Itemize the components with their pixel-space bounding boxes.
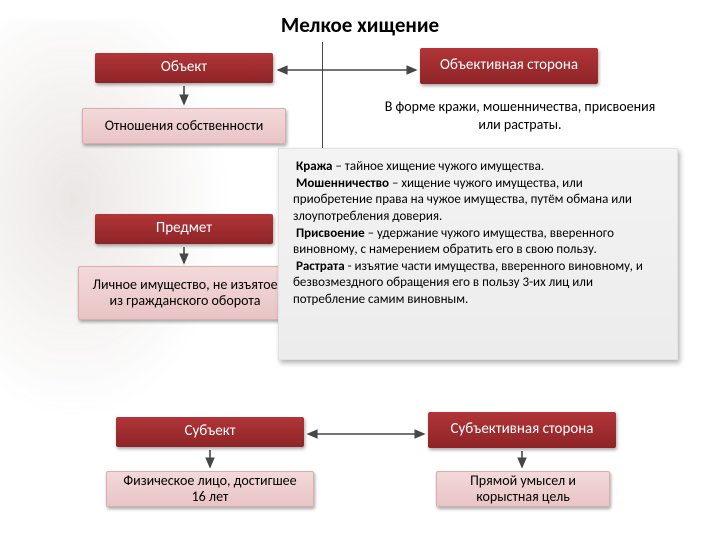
def-krazha-body: – тайное хищение чужого имущества. bbox=[332, 159, 544, 174]
box-objective-side: Объективная сторона bbox=[420, 48, 598, 84]
definitions-panel: Кража – тайное хищение чужого имущества.… bbox=[278, 148, 678, 360]
page-title: Мелкое хищение bbox=[0, 12, 720, 38]
def-rastr: Растрата - изъятие части имущества, ввер… bbox=[293, 259, 663, 309]
def-prisv: Присвоение – удержание чужого имущества,… bbox=[293, 226, 663, 259]
def-rastr-term: Растрата bbox=[296, 259, 345, 274]
box-subjective-side-label: Субъективная сторона bbox=[451, 421, 594, 438]
forms-text: В форме кражи, мошенничества, присвоения… bbox=[378, 98, 662, 138]
def-mosh-term: Мошенничество bbox=[296, 176, 389, 191]
box-object: Объект bbox=[95, 53, 273, 83]
box-subject-label: Субъект bbox=[184, 423, 235, 440]
def-rastr-body: - изъятие части имущества, вверенного ви… bbox=[293, 259, 643, 307]
box-object-label: Объект bbox=[161, 59, 207, 76]
box-subject-matter-desc-label: Личное имущество, не изъятое из гражданс… bbox=[87, 277, 283, 309]
box-subject-desc-label: Физическое лицо, достигшее 16 лет bbox=[115, 473, 305, 505]
def-prisv-term: Присвоение bbox=[296, 226, 365, 241]
def-krazha: Кража – тайное хищение чужого имущества. bbox=[293, 159, 663, 176]
box-subjective-side-desc-label: Прямой умысел и корыстная цель bbox=[445, 473, 601, 505]
box-subject-matter-desc: Личное имущество, не изъятое из гражданс… bbox=[78, 266, 292, 320]
box-subjective-side: Субъективная сторона bbox=[428, 412, 616, 448]
box-object-relations: Отношения собственности bbox=[82, 108, 286, 144]
box-subjective-side-desc: Прямой умысел и корыстная цель bbox=[436, 471, 610, 507]
forms-text-content: В форме кражи, мошенничества, присвоения… bbox=[385, 98, 656, 133]
box-subject: Субъект bbox=[116, 417, 304, 447]
box-subject-matter: Предмет bbox=[95, 214, 273, 244]
box-object-relations-label: Отношения собственности bbox=[105, 118, 264, 134]
def-mosh: Мошенничество – хищение чужого имущества… bbox=[293, 176, 663, 226]
box-subject-desc: Физическое лицо, достигшее 16 лет bbox=[106, 471, 314, 507]
def-krazha-term: Кража bbox=[296, 159, 333, 174]
box-subject-matter-label: Предмет bbox=[156, 220, 212, 237]
box-objective-side-label: Объективная сторона bbox=[440, 57, 578, 74]
